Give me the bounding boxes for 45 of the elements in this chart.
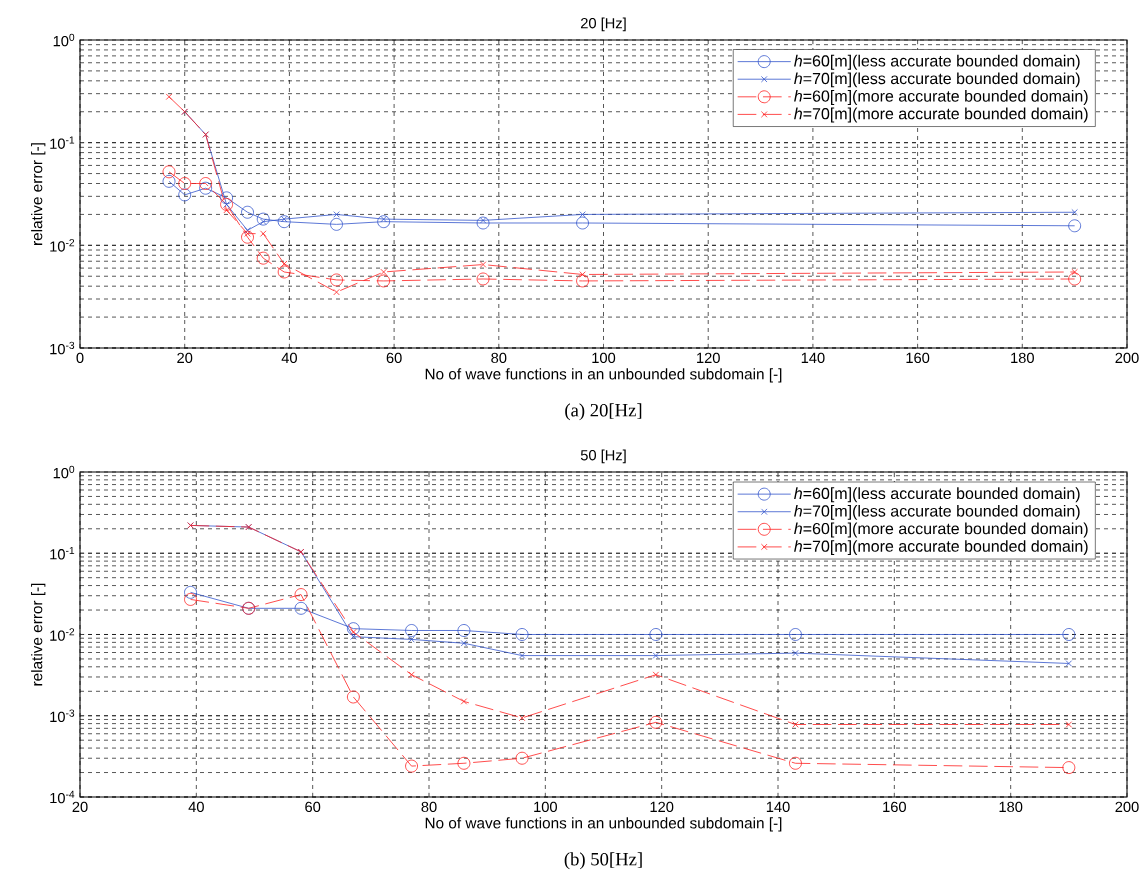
y-tick-label: 10$^{-1}$ bbox=[50, 136, 75, 150]
y-tick-label: 10$^{0}$ bbox=[53, 465, 75, 479]
y-tick-label: 10$^{0}$ bbox=[53, 33, 75, 47]
y-tick-label: 10$^{-2}$ bbox=[50, 628, 75, 641]
x-tick-label: 200 bbox=[1115, 352, 1139, 364]
y-axis-title: relative error [-] bbox=[31, 583, 46, 686]
y-tick-label: 10$^{-3}$ bbox=[50, 341, 75, 355]
x-tick-label: 100 bbox=[534, 801, 557, 813]
x-tick-label: 60 bbox=[305, 801, 321, 813]
x-tick-label: 180 bbox=[999, 801, 1023, 813]
x-tick-label: 140 bbox=[801, 352, 825, 364]
x-tick-label: 120 bbox=[650, 801, 674, 813]
x-axis-title: No of wave functions in an unbounded subdomain [-] bbox=[425, 368, 782, 383]
x-tick-label: 140 bbox=[766, 801, 790, 813]
x-tick-label: 20 bbox=[72, 801, 88, 813]
x-tick-label: 60 bbox=[386, 352, 402, 364]
legend-label: h=60[m](more accurate bounded domain) bbox=[794, 522, 1088, 538]
x-tick-label: 180 bbox=[1011, 352, 1034, 364]
text: (b) 50[Hz] bbox=[564, 852, 642, 870]
legend-label: h=60[m](less accurate bounded domain) bbox=[794, 54, 1080, 70]
y-tick-label: 10$^{-2}$ bbox=[50, 239, 75, 252]
chart-title: 20 [Hz] bbox=[581, 17, 626, 32]
x-tick-label: 40 bbox=[188, 801, 204, 813]
x-tick-label: 160 bbox=[883, 801, 906, 813]
legend-label: h=70[m](less accurate bounded domain) bbox=[794, 505, 1080, 520]
legend-label: h=60[m](more accurate bounded domain) bbox=[794, 90, 1088, 106]
text: (a) 20[Hz] bbox=[565, 403, 642, 421]
legend-label: h=70[m](more accurate bounded domain) bbox=[794, 107, 1088, 123]
x-tick-label: 200 bbox=[1115, 801, 1139, 813]
x-tick-label: 120 bbox=[697, 352, 720, 364]
x-tick-label: 160 bbox=[906, 352, 930, 364]
x-tick-label: 80 bbox=[421, 801, 437, 813]
x-axis-title: No of wave functions in an unbounded subdomain [-] bbox=[425, 817, 782, 832]
x-tick-label: 40 bbox=[281, 352, 297, 364]
chart-title: 50 [Hz] bbox=[580, 449, 626, 464]
legend-label: h=70[m](more accurate bounded domain) bbox=[794, 540, 1088, 556]
x-tick-label: 0 bbox=[76, 352, 84, 364]
legend-label: h=70[m](less accurate bounded domain) bbox=[794, 72, 1080, 88]
legend-label: h=60[m](less accurate bounded domain) bbox=[794, 487, 1080, 503]
y-tick-label: 10$^{-1}$ bbox=[50, 547, 75, 560]
x-tick-label: 20 bbox=[177, 352, 193, 364]
y-tick-label: 10$^{-3}$ bbox=[50, 709, 75, 723]
x-tick-label: 100 bbox=[592, 352, 616, 364]
y-axis-title: relative error [-] bbox=[31, 143, 46, 246]
x-tick-label: 80 bbox=[491, 352, 507, 364]
